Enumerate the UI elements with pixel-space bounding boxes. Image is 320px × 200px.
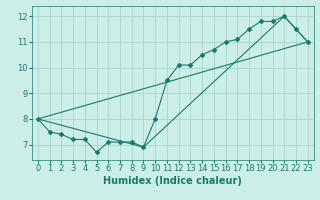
X-axis label: Humidex (Indice chaleur): Humidex (Indice chaleur): [103, 176, 242, 186]
